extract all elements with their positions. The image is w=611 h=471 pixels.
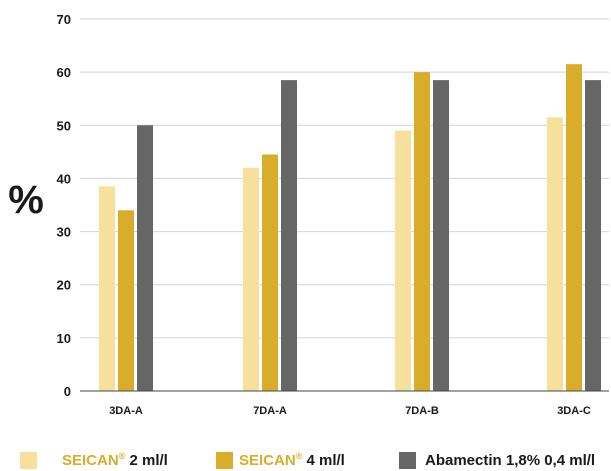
y-tick-labels: 0 10 20 30 40 50 60 70: [57, 12, 71, 399]
legend-brand: SEICAN: [62, 452, 119, 469]
y-tick-label: 70: [57, 12, 71, 27]
registered-mark: ®: [118, 451, 126, 461]
y-tick-label: 60: [57, 65, 71, 80]
legend-brand: SEICAN: [239, 452, 296, 469]
bar: [433, 80, 449, 391]
legend-item-seican-2: SEICAN® 2 ml/l: [20, 451, 168, 469]
bar: [243, 167, 259, 391]
bar: [281, 80, 297, 391]
gridlines: [80, 18, 609, 339]
y-tick-label: 40: [57, 171, 71, 186]
bars: [99, 64, 601, 392]
legend-item-abamectin: Abamectin 1,8% 0,4 ml/l: [399, 451, 595, 469]
bar: [547, 117, 563, 392]
bar: [137, 125, 153, 392]
legend-label: Abamectin 1,8% 0,4 ml/l: [425, 451, 596, 469]
registered-mark: ®: [295, 451, 303, 461]
bar: [414, 72, 430, 392]
legend: SEICAN® 2 ml/l SEICAN® 4 ml/l Abamectin …: [0, 445, 611, 471]
bar: [262, 154, 278, 391]
bar-chart: 0 10 20 30 40 50 60 70 3DA-A 7DA-A 7DA-B 3DA-C %: [8, 12, 609, 417]
x-category-label: 3DA-A: [109, 405, 143, 417]
bar: [585, 80, 601, 391]
y-tick-label: 20: [57, 278, 71, 293]
y-tick-label: 10: [57, 331, 71, 346]
y-tick-label: 0: [64, 384, 71, 399]
y-tick-label: 30: [57, 225, 71, 240]
category-labels: 3DA-A 7DA-A 7DA-B 3DA-C: [109, 405, 591, 417]
y-tick-label: 50: [57, 118, 71, 133]
bar: [566, 64, 582, 392]
x-category-label: 7DA-B: [405, 405, 439, 417]
bar: [118, 210, 134, 391]
legend-label: 2 ml/l: [125, 452, 168, 469]
legend-swatch-abamectin: [399, 451, 416, 469]
bar: [99, 186, 115, 391]
bar: [395, 130, 411, 391]
legend-label: 4 ml/l: [302, 452, 345, 469]
legend-swatch-seican-4: [216, 451, 233, 469]
legend-item-seican-4: SEICAN® 4 ml/l: [216, 451, 345, 469]
y-axis-label: %: [8, 178, 44, 222]
x-category-label: 7DA-A: [253, 405, 287, 417]
x-category-label: 3DA-C: [557, 405, 591, 417]
legend-swatch-seican-2: [20, 451, 37, 469]
